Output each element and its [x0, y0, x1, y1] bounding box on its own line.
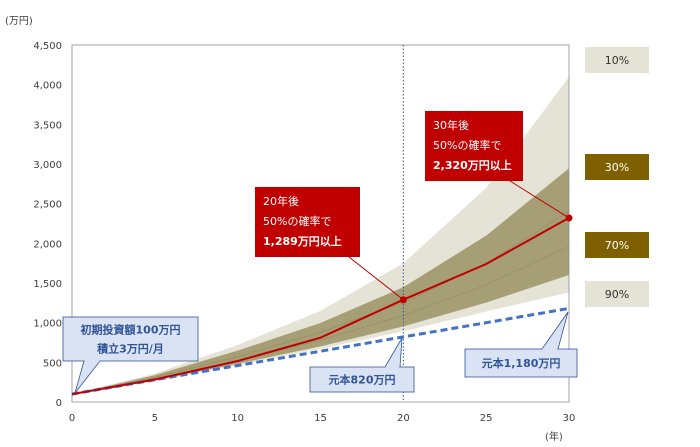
y-tick-label: 4,000: [33, 81, 62, 92]
x-tick-label: 20: [397, 413, 410, 424]
y-tick-label: 1,000: [33, 319, 62, 330]
percentile-10-line: [71, 76, 570, 395]
band-label-text: 30%: [605, 161, 629, 174]
y-tick-label: 3,000: [33, 160, 62, 171]
y-tick-label: 3,500: [33, 120, 62, 131]
callout-point-marker: [565, 214, 573, 222]
band-label-box: [585, 47, 649, 73]
note-text: 積立3万円/月: [96, 342, 164, 356]
y-tick-label: 2,000: [33, 239, 62, 250]
callout-leader-line: [348, 256, 404, 301]
callout-text: 30年後: [433, 118, 469, 132]
y-tick-label: 1,500: [33, 279, 62, 290]
inner-probability-band: [72, 168, 569, 395]
callout-leader-line: [509, 180, 570, 219]
y-tick-label: 500: [43, 358, 62, 369]
y-axis-unit-label: (万円): [5, 16, 33, 27]
percentile-90-line: [71, 292, 570, 395]
x-tick-label: 5: [152, 413, 158, 424]
x-tick-label: 30: [563, 413, 576, 424]
callout-point-marker: [399, 296, 407, 304]
x-tick-label: 10: [231, 413, 244, 424]
median-line: [71, 217, 570, 396]
note-pointer: [541, 311, 569, 350]
y-tick-label: 4,500: [33, 41, 62, 52]
x-tick-label: 15: [314, 413, 327, 424]
plot-border: [71, 44, 570, 403]
y-tick-label: 0: [56, 398, 62, 409]
x-tick-label: 25: [480, 413, 493, 424]
percentile-30-line: [71, 167, 570, 395]
callout-text: 2,320万円以上: [433, 158, 512, 172]
callout-text: 20年後: [263, 194, 299, 208]
callout-text: 50%の確率で: [433, 138, 501, 152]
band-label-text: 90%: [605, 288, 629, 301]
note-text: 初期投資額100万円: [81, 323, 181, 337]
callout-box: [255, 187, 360, 257]
callout-box: [425, 111, 523, 181]
band-label-box: [585, 154, 649, 180]
band-label-box: [585, 281, 649, 307]
y-tick-label: 2,500: [33, 200, 62, 211]
note-pointer: [384, 337, 403, 368]
plot-area: 0 5 10 15 20 25 30 0 500 1,000 1,500 2,000 2,500 3,00…: [33, 41, 649, 424]
x-axis-unit-label: (年): [545, 430, 563, 443]
outer-probability-band: [72, 76, 569, 395]
note-box: [309, 366, 415, 393]
band-label-box: [585, 232, 649, 258]
note-text: 元本820万円: [329, 373, 396, 387]
band-label-text: 70%: [605, 239, 629, 252]
note-box: [464, 348, 578, 378]
note-text: 元本1,180万円: [482, 356, 561, 370]
principal-line: [71, 306, 570, 396]
callout-text: 1,289万円以上: [263, 234, 342, 248]
callout-text: 50%の確率で: [263, 214, 331, 228]
x-tick-label: 0: [69, 413, 75, 424]
band-label-text: 10%: [605, 54, 629, 67]
note-box: [62, 316, 199, 362]
